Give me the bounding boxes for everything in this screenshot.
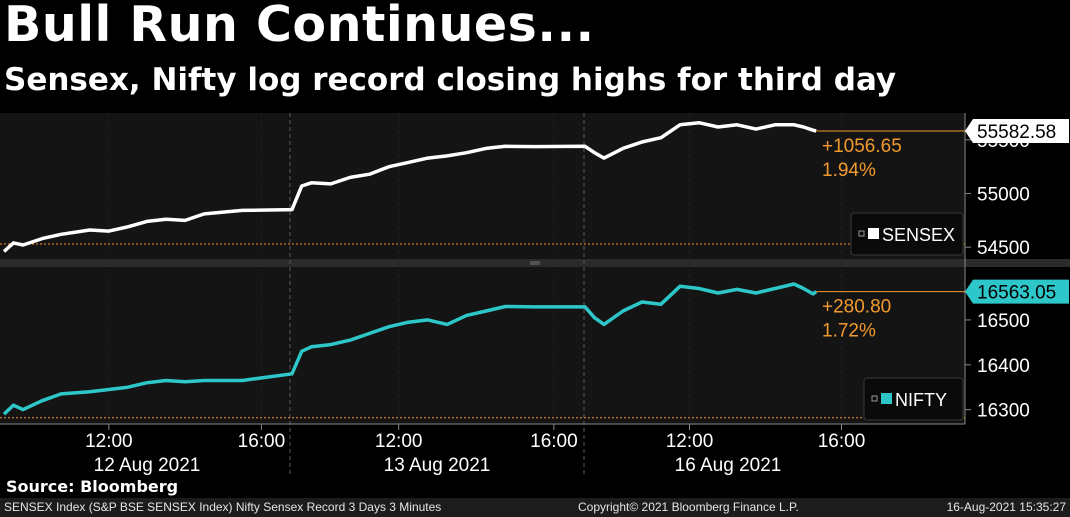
footer-security-info: SENSEX Index (S&P BSE SENSEX Index) Nift… [4,500,442,514]
panel-background-nifty [0,267,965,424]
last-value-box [965,118,1069,143]
last-value-label: 16563.05 [977,283,1056,304]
change-percent-label: 1.72% [822,321,876,342]
legend-box [850,212,964,256]
x-time-label: 12:00 [85,431,133,452]
y-tick-label: 16300 [977,401,1030,422]
change-value-label: +280.80 [822,297,891,318]
x-date-label: 16 Aug 2021 [675,455,782,476]
x-date-label: 12 Aug 2021 [94,455,201,476]
y-tick-label: 54500 [977,238,1030,259]
last-value-box [965,279,1069,304]
footer-copyright: Copyright© 2021 Bloomberg Finance L.P. [578,500,799,514]
x-date-label: 13 Aug 2021 [384,455,491,476]
series-line-sensex [2,120,817,253]
panel-background-sensex [0,113,965,259]
y-tick-label: 16400 [977,356,1030,377]
x-time-label: 12:00 [666,431,714,452]
x-time-label: 16:00 [530,431,578,452]
legend-label: NIFTY [895,390,947,410]
x-time-label: 16:00 [238,431,286,452]
footer-timestamp: 16-Aug-2021 15:35:27 [946,500,1066,514]
chart-subtitle: Sensex, Nifty log record closing highs f… [4,62,897,98]
y-tick-label: 55000 [977,185,1030,206]
y-tick-label: 16500 [977,311,1030,332]
last-value-label: 55582.58 [977,122,1056,143]
footer-bar: SENSEX Index (S&P BSE SENSEX Index) Nift… [0,498,1070,517]
legend-swatch [881,393,892,404]
change-value-label: +1056.65 [822,136,902,157]
source-label: Source: Bloomberg [6,477,179,496]
legend-label: SENSEX [882,225,955,245]
x-time-label: 16:00 [818,431,866,452]
chart-title: Bull Run Continues... [4,0,595,53]
legend-toggle-icon [871,395,878,402]
x-time-label: 12:00 [375,431,423,452]
panel-separator [0,259,1070,267]
legend-swatch [868,228,879,239]
series-line-nifty [2,282,818,416]
legend-box [863,377,964,421]
legend-toggle-icon [858,230,865,237]
change-percent-label: 1.94% [822,160,876,181]
